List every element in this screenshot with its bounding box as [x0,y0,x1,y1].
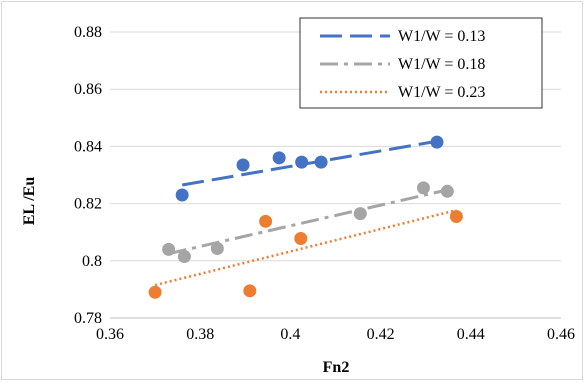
y-tick-label: 0.82 [74,196,102,213]
legend-label: W1/W = 0.18 [398,56,485,73]
data-point [294,231,308,245]
x-axis-title: Fn2 [323,359,350,376]
x-tick-label: 0.42 [367,326,395,343]
legend-label: W1/W = 0.23 [398,84,485,101]
y-tick-label: 0.86 [74,81,102,98]
y-tick-label: 0.8 [82,253,102,270]
data-point [353,207,367,221]
data-point [440,184,454,198]
x-tick-labels: 0.36 0.38 0.4 0.42 0.44 0.46 [96,326,575,343]
data-point [430,135,444,149]
data-point [449,209,463,223]
trendline [168,188,448,256]
y-tick-label: 0.78 [74,310,102,327]
data-point [148,285,162,299]
data-point [177,250,191,264]
legend-label: W1/W = 0.13 [398,28,485,45]
x-tick-label: 0.44 [457,326,485,343]
data-point [236,158,250,172]
data-point [243,284,257,298]
data-point [314,155,328,169]
data-point [259,214,273,228]
data-point [162,242,176,256]
x-tick-label: 0.38 [186,326,214,343]
trendline [154,208,457,287]
data-point [272,151,286,165]
x-tick-label: 0.46 [547,326,575,343]
data-points [148,135,463,299]
x-tick-label: 0.4 [280,326,300,343]
y-axis-title: EL /Eu [21,177,38,226]
y-tick-label: 0.84 [74,138,102,155]
data-point [210,242,224,256]
y-tick-label: 0.88 [74,24,102,41]
data-point [175,188,189,202]
legend: W1/W = 0.13 W1/W = 0.18 W1/W = 0.23 [299,17,543,109]
x-tick-label: 0.36 [96,326,124,343]
data-point [416,181,430,195]
trendline [181,139,438,187]
data-point [295,155,309,169]
y-tick-labels: 0.78 0.8 0.82 0.84 0.86 0.88 [74,24,102,327]
